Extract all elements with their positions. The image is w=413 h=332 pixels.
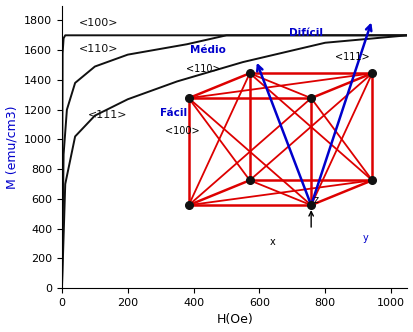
Text: <100>: <100>	[78, 18, 118, 29]
Text: <111>: <111>	[88, 110, 128, 120]
Text: z: z	[313, 195, 318, 205]
Text: <100>: <100>	[165, 126, 200, 136]
Text: Fácil: Fácil	[161, 108, 188, 118]
Text: <111>: <111>	[335, 52, 369, 62]
Y-axis label: M (emu/cm3): M (emu/cm3)	[5, 105, 19, 189]
Text: Difícil: Difícil	[290, 28, 323, 38]
Text: Médio: Médio	[190, 44, 225, 55]
Text: x: x	[270, 237, 276, 247]
Text: <110>: <110>	[78, 44, 118, 54]
Text: <110>: <110>	[185, 64, 220, 74]
X-axis label: H(Oe): H(Oe)	[216, 313, 253, 326]
Text: y: y	[363, 233, 369, 243]
